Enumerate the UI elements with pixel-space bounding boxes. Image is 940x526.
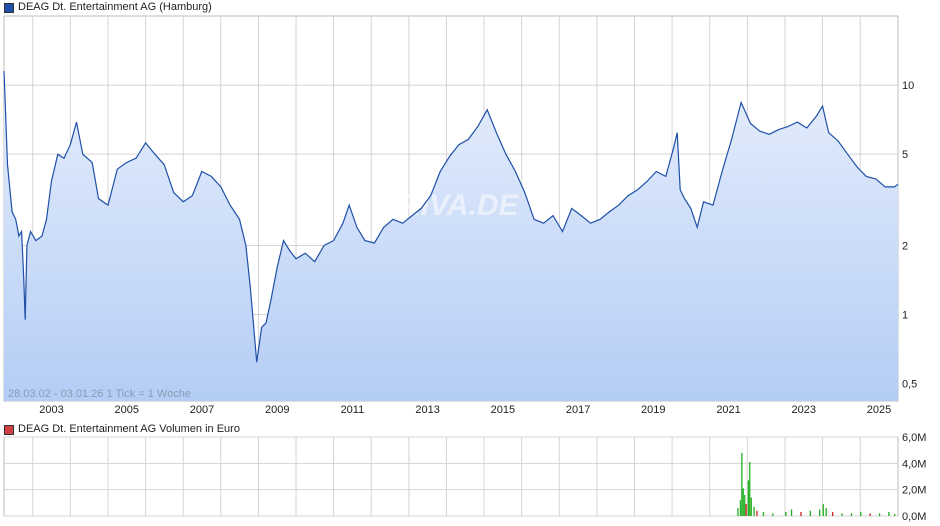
volume-panel: 0,0M 2,0M 4,0M 6,0M — [3, 432, 926, 523]
volume-bar — [739, 500, 742, 516]
x-tick-label: 2025 — [867, 404, 891, 416]
volume-legend: DEAG Dt. Entertainment AG Volumen in Eur… — [4, 423, 240, 436]
x-tick-label: 2005 — [115, 404, 139, 416]
volume-bar — [744, 494, 746, 516]
volume-bar — [785, 512, 787, 516]
volume-y-tick-label: 4,0M — [902, 458, 926, 470]
volume-bar — [860, 512, 862, 516]
price-area-fill — [4, 71, 898, 401]
price-y-tick-label: 0,5 — [902, 379, 917, 391]
date-range-label: 28.03.02 - 03.01.26 1 Tick = 1 Woche — [8, 388, 191, 400]
volume-bar — [756, 510, 758, 516]
volume-bar — [742, 488, 744, 516]
volume-bar — [772, 513, 774, 516]
volume-bar — [753, 506, 755, 516]
volume-bar — [750, 497, 752, 516]
price-y-tick-label: 1 — [902, 310, 908, 322]
volume-bar — [790, 509, 793, 516]
price-legend-swatch — [4, 2, 14, 13]
volume-bar — [825, 508, 827, 516]
volume-bar — [878, 513, 881, 516]
volume-bars — [737, 452, 896, 516]
volume-plot-frame — [3, 436, 899, 517]
volume-legend-swatch — [4, 424, 14, 435]
price-y-axis: 0,5 1 2 5 10 — [902, 80, 917, 391]
watermark: ARIVA.DE — [376, 189, 519, 222]
price-y-tick-label: 2 — [902, 240, 908, 252]
volume-bar — [869, 513, 871, 516]
volume-bar — [737, 508, 739, 516]
volume-bar — [800, 512, 802, 516]
volume-bar — [745, 504, 747, 516]
volume-bar — [850, 513, 853, 516]
volume-bar — [819, 509, 821, 516]
volume-bar — [749, 462, 751, 516]
price-y-tick-label: 10 — [902, 80, 914, 92]
volume-bar — [762, 512, 765, 516]
x-tick-label: 2015 — [491, 404, 515, 416]
volume-bar — [822, 504, 824, 516]
price-panel: ARIVA.DE 28.03.02 - 03.01.26 1 Tick = 1 … — [3, 15, 917, 416]
volume-bar — [741, 452, 743, 516]
x-tick-label: 2013 — [415, 404, 439, 416]
volume-legend-label: DEAG Dt. Entertainment AG Volumen in Eur… — [18, 423, 240, 435]
volume-y-axis: 0,0M 2,0M 4,0M 6,0M — [902, 432, 926, 523]
volume-bar — [809, 510, 811, 516]
x-tick-label: 2017 — [566, 404, 590, 416]
x-tick-label: 2019 — [641, 404, 665, 416]
volume-bar — [841, 513, 843, 516]
x-tick-label: 2021 — [716, 404, 740, 416]
volume-y-tick-label: 6,0M — [902, 432, 926, 444]
x-tick-label: 2023 — [791, 404, 815, 416]
volume-bar — [832, 512, 834, 516]
price-series-line — [3, 71, 899, 363]
x-axis: 2003 2005 2007 2009 2011 2013 2015 2017 2019 2021… — [39, 404, 891, 416]
x-tick-label: 2011 — [341, 404, 365, 416]
volume-y-tick-label: 0,0M — [902, 511, 926, 523]
volume-bar — [888, 512, 890, 516]
price-y-tick-label: 5 — [902, 149, 908, 161]
price-legend: DEAG Dt. Entertainment AG (Hamburg) — [4, 1, 212, 14]
volume-y-tick-label: 2,0M — [902, 485, 926, 497]
x-tick-label: 2007 — [190, 404, 214, 416]
x-tick-label: 2009 — [265, 404, 289, 416]
price-legend-label: DEAG Dt. Entertainment AG (Hamburg) — [18, 1, 212, 13]
volume-bar — [894, 514, 896, 516]
volume-bar — [747, 480, 749, 516]
x-tick-label: 2003 — [39, 404, 63, 416]
